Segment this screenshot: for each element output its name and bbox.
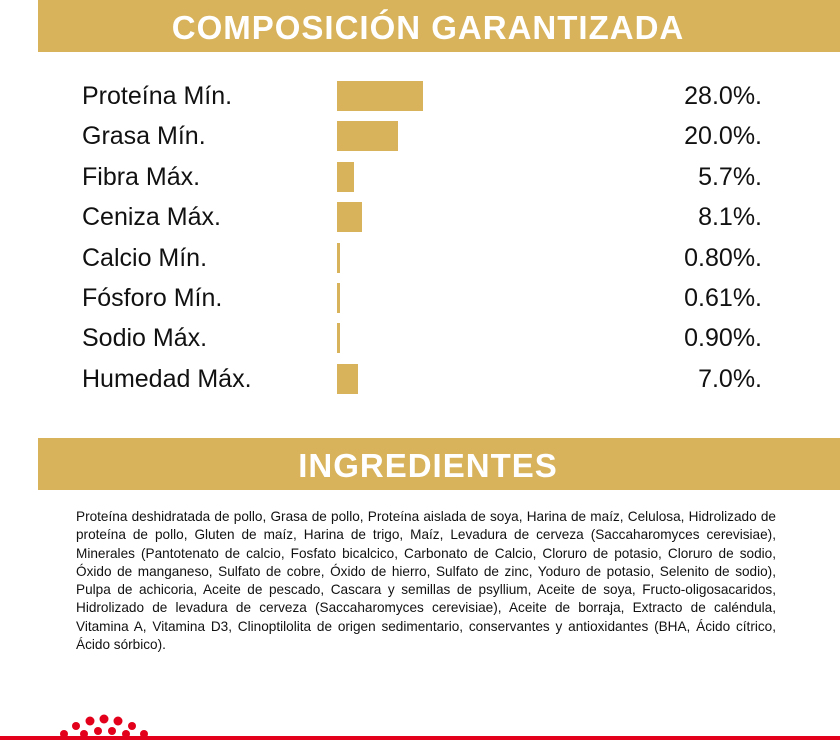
row-label: Ceniza Máx.	[82, 203, 221, 232]
bar	[337, 283, 340, 313]
row-value: 20.0%.	[684, 122, 762, 151]
row-label: Humedad Máx.	[82, 364, 252, 393]
row-value: 0.80%.	[684, 243, 762, 272]
bar	[337, 121, 399, 152]
header-band	[38, 0, 840, 52]
logo	[0, 714, 840, 740]
row-value: 0.90%.	[684, 324, 762, 353]
section-title: INGREDIENTES	[298, 447, 558, 484]
row-value: 8.1%.	[698, 203, 762, 232]
row-label: Fósforo Mín.	[82, 284, 223, 312]
bar	[337, 363, 359, 394]
section-title: COMPOSICIÓN GARANTIZADA	[171, 9, 685, 46]
row-value: 5.7%.	[698, 162, 762, 191]
row-value: 0.61%.	[684, 284, 762, 312]
bar	[337, 242, 340, 273]
row-label: Fibra Máx.	[82, 162, 201, 191]
row-value: 7.0%.	[698, 364, 762, 393]
ingredients-text: Proteína deshidratada de pollo, Grasa de…	[76, 509, 776, 653]
bar	[337, 81, 423, 111]
bar	[337, 161, 355, 192]
bar	[337, 323, 340, 354]
header-band	[38, 438, 840, 490]
row-value: 28.0%.	[684, 82, 762, 110]
row-label: Proteína Mín.	[82, 82, 233, 110]
bar	[337, 202, 362, 233]
row-label: Sodio Máx.	[82, 324, 208, 353]
row-label: Calcio Mín.	[82, 243, 208, 272]
row-label: Grasa Mín.	[82, 122, 206, 151]
